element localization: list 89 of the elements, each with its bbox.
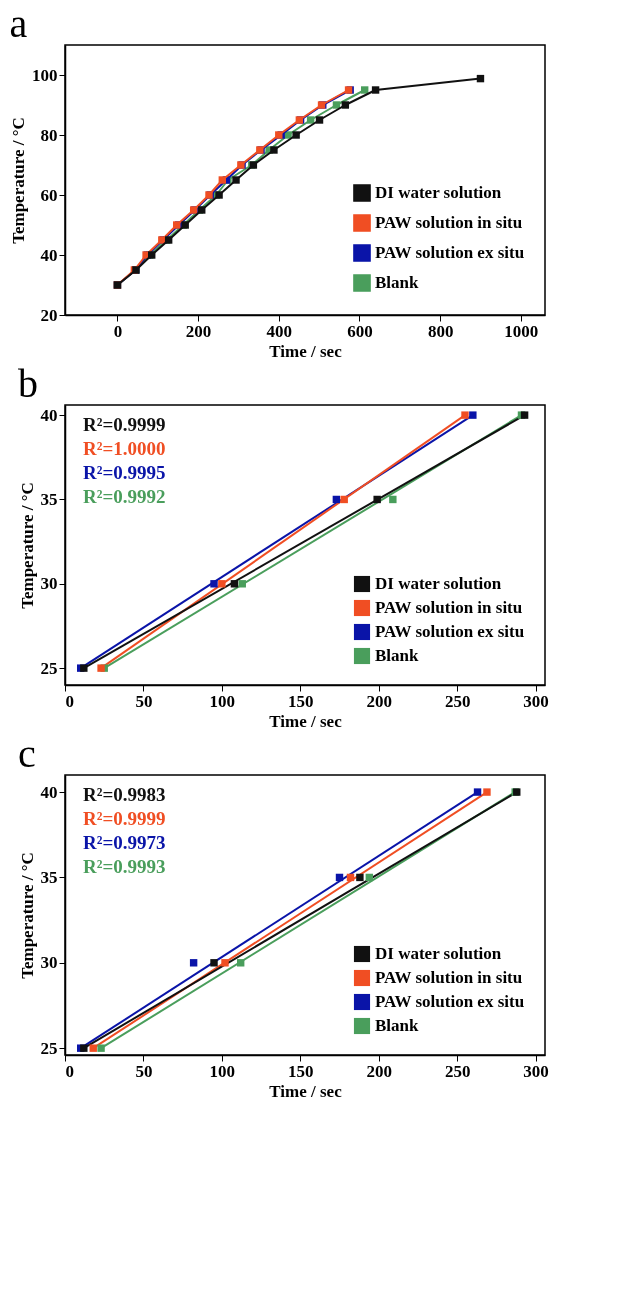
point	[461, 411, 469, 419]
point	[189, 959, 198, 967]
x-tick-label: 600	[347, 321, 373, 341]
y-tick-label: 30	[40, 953, 58, 973]
x-tick-label: 100	[209, 1061, 236, 1081]
legend-label: DI water solution	[375, 944, 502, 963]
point	[221, 959, 229, 967]
y-tick-label: 40	[40, 405, 58, 425]
x-tick-label: 400	[266, 321, 293, 341]
x-tick-label: 200	[366, 1061, 392, 1081]
legend-label: Blank	[375, 646, 420, 665]
point	[230, 580, 239, 588]
x-tick-label: 250	[444, 1061, 471, 1081]
point	[341, 101, 350, 109]
legend-label: PAW solution ex situ	[375, 622, 525, 641]
y-tick-label: 30	[40, 574, 58, 594]
point	[89, 1044, 97, 1052]
y-tick-label: 40	[40, 782, 58, 802]
y-tick-label: 100	[32, 65, 58, 85]
x-tick-label: 800	[427, 321, 454, 341]
y-tick-label: 60	[40, 185, 58, 205]
legend-label: Blank	[375, 1016, 420, 1035]
chart-title: b	[18, 361, 38, 406]
annotation: R²=1.0000	[83, 438, 166, 459]
legend-label: PAW solution in situ	[375, 968, 523, 987]
annotation: R²=0.9983	[83, 784, 166, 805]
point	[218, 580, 226, 588]
point	[232, 176, 240, 184]
point	[306, 116, 315, 124]
x-tick-label: 250	[444, 691, 471, 711]
point	[389, 495, 397, 504]
x-tick-label: 1000	[504, 321, 539, 341]
point	[236, 959, 245, 967]
point	[210, 959, 218, 967]
legend-label: Blank	[375, 273, 420, 292]
annotation: R²=0.9973	[83, 832, 166, 853]
x-tick-label: 50	[135, 1061, 153, 1081]
point	[371, 86, 380, 94]
y-tick-label: 80	[40, 125, 58, 145]
legend-label: PAW solution ex situ	[375, 992, 525, 1011]
point	[210, 580, 218, 588]
point	[483, 788, 491, 796]
annotation: R²=0.9995	[83, 462, 166, 483]
y-tick-label: 35	[40, 867, 58, 887]
point	[469, 411, 477, 419]
annotation: R²=0.9999	[83, 414, 166, 435]
x-tick-label: 100	[209, 691, 236, 711]
x-tick-label: 200	[185, 321, 212, 341]
x-tick-label: 50	[135, 691, 153, 711]
point	[270, 146, 278, 154]
legend-label: DI water solution	[375, 183, 502, 202]
y-tick-label: 40	[40, 245, 58, 265]
point	[356, 873, 364, 882]
point	[360, 86, 369, 94]
point	[97, 1044, 105, 1052]
x-axis-title: Time / sec	[269, 1081, 343, 1101]
x-tick-label: 300	[523, 1061, 549, 1081]
x-tick-label: 0	[65, 691, 74, 711]
legend-label: PAW solution ex situ	[375, 243, 525, 262]
legend-label: DI water solution	[375, 574, 502, 593]
x-tick-label: 300	[523, 691, 549, 711]
y-axis-title: Temperature / °C	[17, 482, 37, 609]
point	[315, 116, 324, 124]
point	[238, 580, 246, 588]
point	[473, 788, 482, 796]
x-axis-title: Time / sec	[269, 341, 343, 361]
x-tick-label: 150	[288, 1061, 314, 1081]
x-tick-label: 0	[65, 1061, 74, 1081]
y-tick-label: 35	[40, 489, 58, 509]
x-tick-label: 200	[366, 691, 392, 711]
point	[292, 131, 300, 139]
x-axis-title: Time / sec	[269, 711, 343, 731]
legend-label: PAW solution in situ	[375, 598, 523, 617]
chart-title: c	[18, 731, 36, 776]
y-tick-label: 25	[40, 1038, 58, 1058]
point	[218, 176, 227, 184]
y-axis-title: Temperature / °C	[9, 117, 28, 244]
y-axis-title: Temperature / °C	[17, 852, 37, 979]
annotation: R²=0.9993	[83, 856, 166, 877]
legend-label: PAW solution in situ	[375, 213, 523, 232]
x-tick-label: 150	[288, 691, 314, 711]
x-tick-label: 0	[113, 321, 123, 341]
annotation: R²=0.9992	[83, 486, 166, 507]
annotation: R²=0.9999	[83, 808, 166, 829]
y-tick-label: 20	[40, 305, 58, 325]
chart-title: a	[9, 1, 28, 46]
point	[332, 101, 341, 109]
y-tick-label: 25	[40, 658, 58, 678]
point	[373, 495, 381, 504]
